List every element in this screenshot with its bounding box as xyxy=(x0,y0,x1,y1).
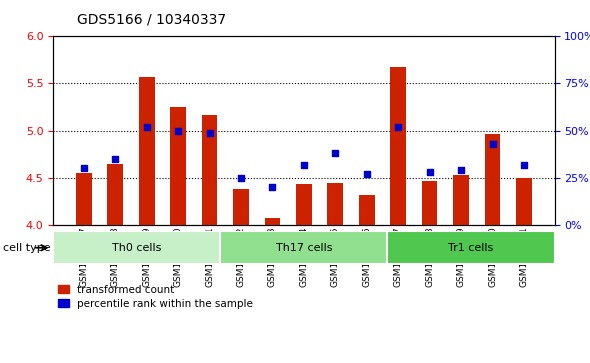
FancyBboxPatch shape xyxy=(53,231,220,264)
Bar xyxy=(264,217,280,225)
FancyBboxPatch shape xyxy=(388,231,555,264)
Point xyxy=(79,166,88,171)
Point xyxy=(456,167,466,173)
Bar xyxy=(516,178,532,225)
Point xyxy=(330,150,340,156)
Point xyxy=(488,141,497,147)
Bar xyxy=(171,107,186,225)
Bar xyxy=(327,183,343,225)
Point xyxy=(268,184,277,190)
Point xyxy=(519,162,529,168)
Text: Tr1 cells: Tr1 cells xyxy=(448,243,494,253)
Point xyxy=(173,128,183,134)
Bar xyxy=(202,115,217,225)
Point xyxy=(425,169,434,175)
Bar xyxy=(484,134,500,225)
Point xyxy=(142,124,152,130)
Point xyxy=(205,130,214,135)
Text: Th0 cells: Th0 cells xyxy=(112,243,162,253)
Bar xyxy=(422,181,437,225)
Bar xyxy=(139,77,155,225)
Point xyxy=(394,124,403,130)
Point xyxy=(236,175,245,181)
Text: GDS5166 / 10340337: GDS5166 / 10340337 xyxy=(77,13,226,27)
Point xyxy=(299,162,309,168)
Bar xyxy=(107,164,123,225)
Legend: transformed count, percentile rank within the sample: transformed count, percentile rank withi… xyxy=(58,285,253,309)
Text: Th17 cells: Th17 cells xyxy=(276,243,332,253)
Bar xyxy=(391,66,406,225)
Bar xyxy=(296,184,312,225)
Text: cell type: cell type xyxy=(3,243,50,253)
FancyBboxPatch shape xyxy=(220,231,388,264)
Bar xyxy=(453,175,469,225)
Bar xyxy=(233,189,249,225)
Bar xyxy=(76,173,91,225)
Point xyxy=(362,171,372,177)
Point xyxy=(110,156,120,162)
Bar xyxy=(359,195,375,225)
